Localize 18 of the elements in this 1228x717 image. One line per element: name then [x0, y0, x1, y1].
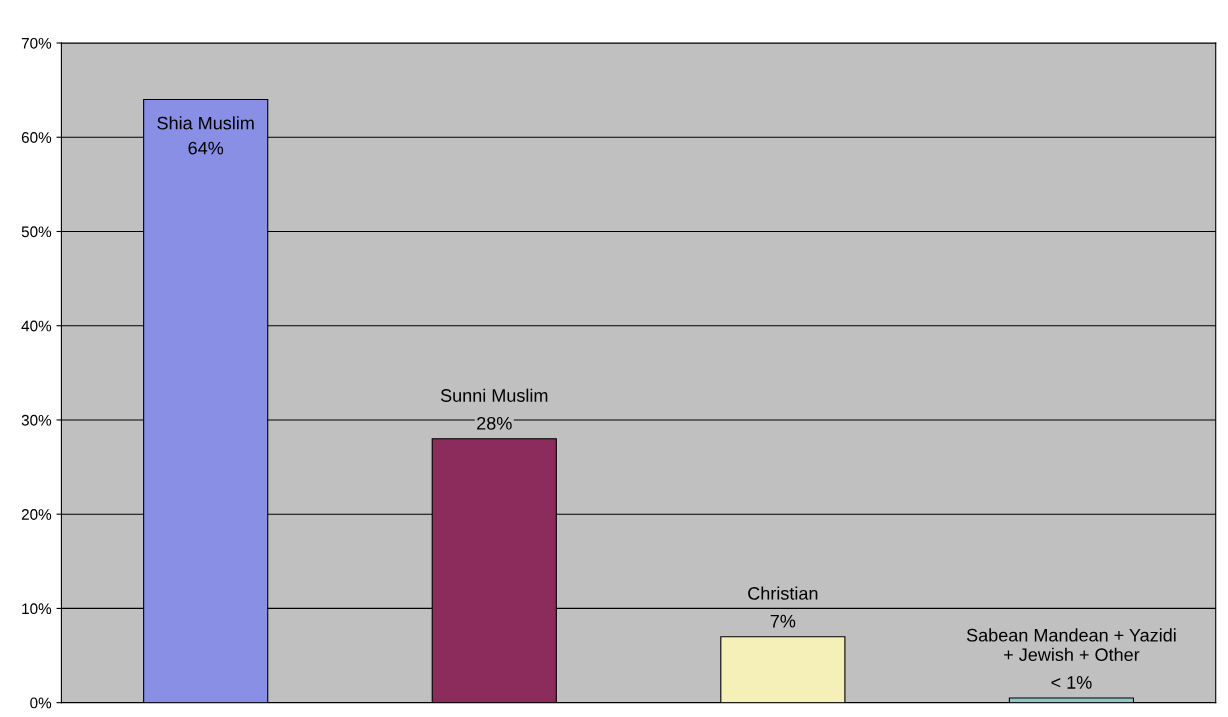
data-label: < 1%	[1051, 676, 1092, 689]
y-tick-label: 20%	[21, 509, 52, 520]
y-tick-label: 70%	[21, 37, 52, 49]
y-tick-label: 30%	[21, 414, 52, 426]
data-label: 7%	[770, 614, 796, 628]
bar	[720, 636, 846, 703]
bar	[1008, 697, 1135, 703]
x-tick-label: Sabean Mandean + Yazidi + Jewish + Other	[966, 628, 1176, 662]
x-tick-label: Christian	[748, 586, 818, 600]
data-label: 64%	[188, 141, 224, 155]
x-tick-label: Shia Muslim	[157, 116, 254, 130]
y-tick-label: 0%	[30, 697, 52, 709]
y-tick-label: 60%	[21, 132, 52, 143]
x-tick-label: Sunni Muslim	[440, 388, 548, 402]
data-label: 28%	[477, 416, 512, 430]
y-tick-label: 10%	[22, 603, 52, 615]
y-tick-label: 50%	[21, 226, 52, 238]
y-tick-label: 40%	[21, 320, 52, 332]
